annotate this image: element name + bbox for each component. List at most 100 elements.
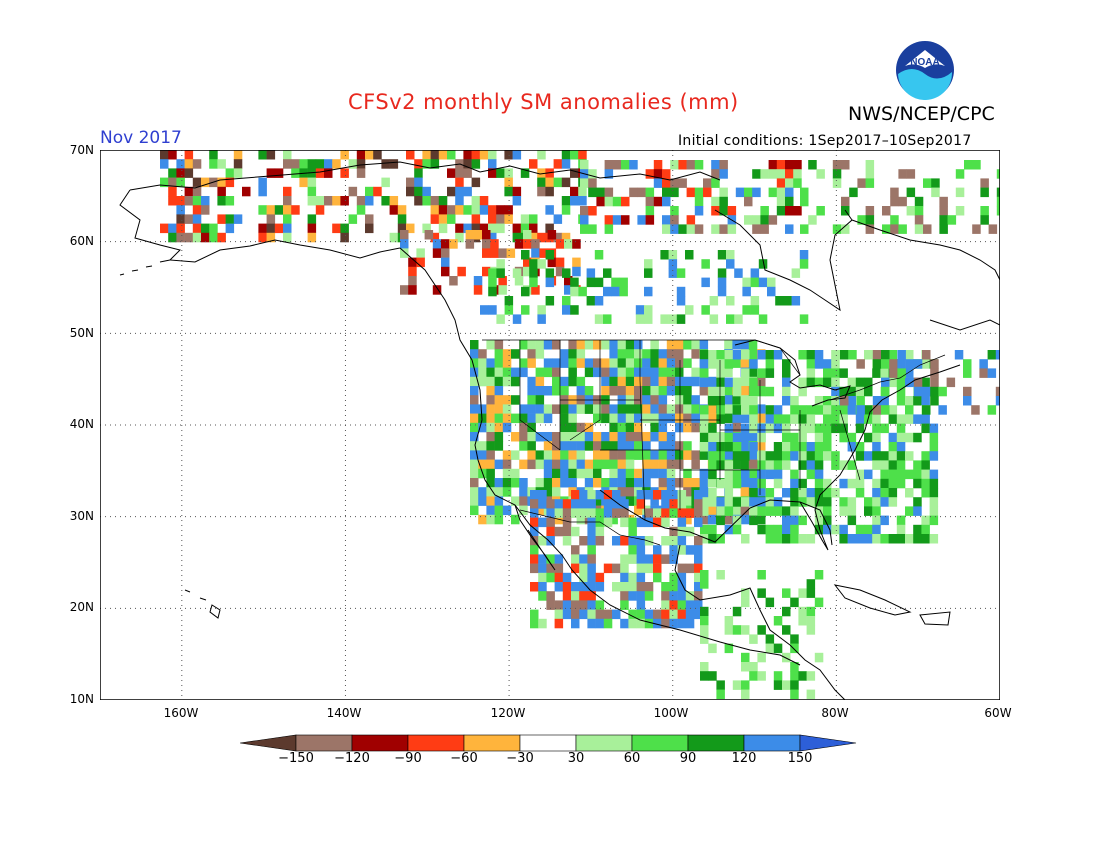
anomaly-cell — [905, 534, 914, 544]
anomaly-cell — [740, 505, 750, 516]
anomaly-cell — [617, 349, 627, 359]
mexico-gulf-coast — [674, 544, 791, 646]
anomaly-cell — [612, 215, 622, 225]
anomaly-cell — [494, 432, 504, 442]
anomaly-cell — [806, 451, 816, 461]
anomaly-cell — [408, 285, 417, 295]
anomaly-cell — [735, 187, 745, 198]
anomaly-cell — [307, 159, 317, 169]
anomaly-cell — [580, 206, 589, 216]
anomaly-cell — [757, 497, 766, 507]
anomaly-cell — [905, 377, 914, 388]
anomaly-cell — [478, 441, 487, 451]
anomaly-cell — [620, 499, 629, 509]
anomaly-cell — [700, 570, 709, 580]
anomaly-cell — [700, 625, 709, 635]
anomaly-cell — [332, 196, 341, 206]
anomaly-cell — [897, 368, 906, 378]
anomaly-cell — [601, 340, 610, 350]
anomaly-cell — [724, 359, 734, 369]
anomaly-cell — [628, 526, 637, 537]
anomaly-cell — [571, 554, 580, 564]
anomaly-cell — [552, 340, 561, 350]
anomaly-cell — [880, 534, 889, 544]
anomaly-cell — [798, 377, 807, 388]
anomaly-cell — [504, 305, 514, 315]
anomaly-cell — [694, 508, 703, 518]
anomaly-cell — [708, 377, 717, 388]
anomaly-cell — [511, 496, 520, 506]
anomaly-cell — [798, 414, 807, 424]
anomaly-cell — [831, 368, 840, 378]
anomaly-cell — [291, 205, 300, 215]
anomaly-cell — [732, 451, 742, 461]
anomaly-cell — [603, 609, 613, 620]
anomaly-cell — [814, 497, 824, 507]
anomaly-cell — [857, 178, 866, 188]
anomaly-cell — [488, 286, 497, 297]
anomaly-cell — [700, 497, 709, 507]
anomaly-cell — [283, 186, 292, 197]
anomaly-cell — [584, 358, 594, 368]
anomaly-cell — [470, 367, 479, 378]
anomaly-cell — [757, 368, 766, 378]
anomaly-cell — [554, 508, 564, 518]
anomaly-cell — [782, 488, 791, 498]
anomaly-cell — [604, 169, 614, 179]
anomaly-cell — [831, 359, 840, 369]
anomaly-cell — [823, 506, 832, 516]
anomaly-cell — [543, 413, 553, 424]
anomaly-cell — [488, 268, 497, 278]
anomaly-cell — [716, 478, 725, 489]
anomaly-cell — [504, 186, 513, 197]
anomaly-cell — [864, 534, 873, 544]
anomaly-cell — [881, 405, 890, 415]
anomaly-cell — [424, 230, 434, 240]
anomaly-cell — [694, 490, 703, 500]
anomaly-cell — [732, 405, 742, 415]
anomaly-cell — [587, 582, 596, 592]
anomaly-cell — [798, 460, 807, 470]
anomaly-cell — [793, 206, 802, 216]
anomaly-cell — [806, 497, 816, 507]
anomaly-cell — [535, 450, 545, 460]
anomaly-cell — [463, 159, 472, 169]
anomaly-cell — [872, 506, 881, 516]
anomaly-cell — [609, 468, 618, 479]
anomaly-cell — [514, 239, 524, 249]
anomaly-cell — [719, 187, 728, 198]
anomaly-cell — [502, 468, 512, 479]
anomaly-cell — [629, 187, 638, 198]
anomaly-cell — [757, 460, 766, 470]
anomaly-cell — [543, 367, 553, 378]
anomaly-cell — [839, 460, 848, 470]
anomaly-cell — [765, 368, 775, 378]
anomaly-cell — [496, 168, 505, 178]
anomaly-cell — [839, 478, 848, 489]
anomaly-cell — [430, 196, 440, 206]
anomaly-cell — [584, 386, 594, 396]
anomaly-cell — [708, 359, 717, 369]
anomaly-cell — [628, 536, 637, 546]
anomaly-cell — [930, 377, 939, 388]
anomaly-cell — [699, 514, 709, 525]
anomaly-cell — [929, 423, 939, 434]
anomaly-cell — [668, 314, 678, 324]
anomaly-cell — [865, 178, 875, 188]
anomaly-cell — [929, 488, 939, 498]
anomaly-cell — [486, 395, 495, 405]
anomaly-cell — [473, 230, 483, 240]
anomaly-cell — [529, 259, 538, 269]
anomaly-cell — [814, 469, 824, 480]
anomaly-cell — [576, 514, 586, 525]
anomaly-cell — [740, 514, 750, 525]
anomaly-cell — [686, 187, 696, 198]
anomaly-cell — [823, 478, 832, 489]
anomaly-cell — [888, 414, 898, 424]
anomaly-cell — [685, 618, 695, 629]
colorbar-box — [463, 734, 521, 752]
anomaly-cell — [560, 413, 569, 424]
anomaly-cell — [748, 432, 758, 442]
anomaly-cell — [793, 160, 802, 170]
anomaly-cell — [274, 168, 284, 178]
